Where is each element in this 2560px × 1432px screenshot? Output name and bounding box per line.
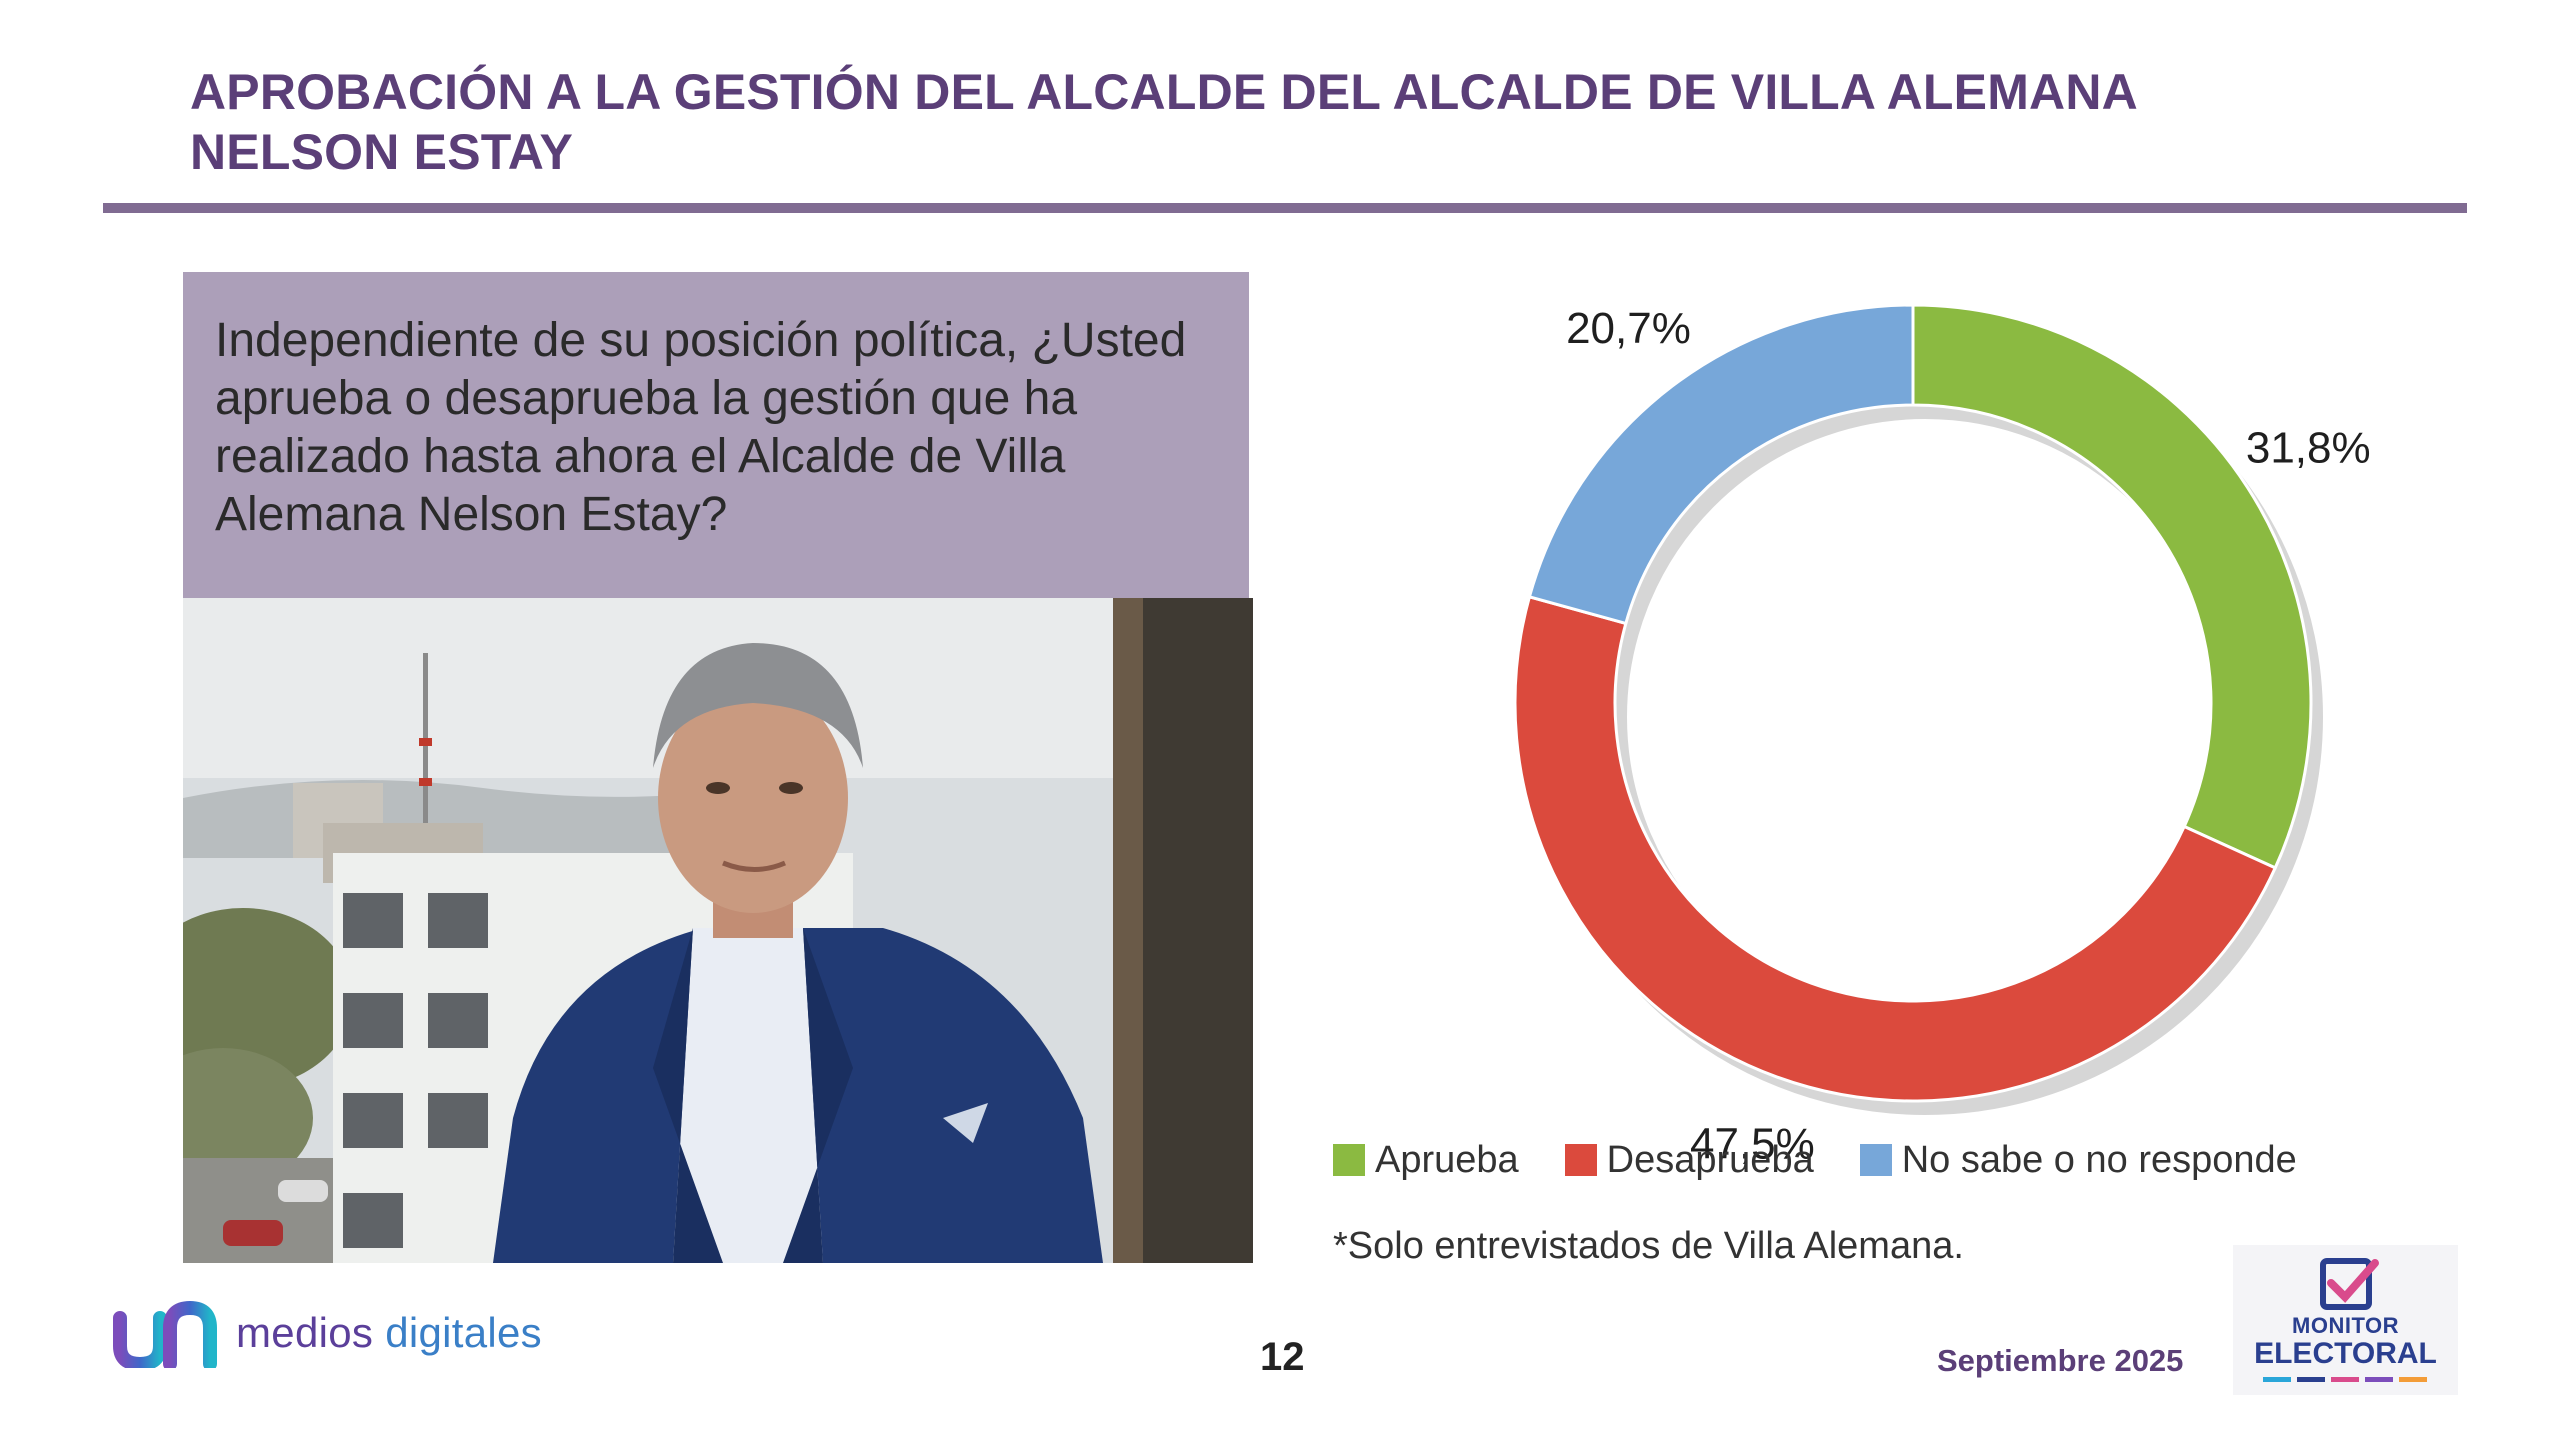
- legend-swatch-no-sabe: [1859, 1144, 1892, 1176]
- question-box: Independiente de su posición política, ¿…: [183, 272, 1249, 598]
- monitor-label: MONITOR: [2292, 1313, 2399, 1338]
- legend-label-no-sabe: No sabe o no responde: [1901, 1138, 2297, 1181]
- legend-item-no-sabe: No sabe o no responde: [1859, 1138, 2297, 1182]
- monitor-color-bars: [2263, 1377, 2427, 1382]
- page-title-line-1: APROBACIÓN A LA GESTIÓN DEL ALCALDE DEL …: [190, 64, 2138, 120]
- donut-slice-desaprueba: [1513, 594, 2278, 1103]
- legend-swatch-desaprueba: [1564, 1144, 1597, 1176]
- page-title: APROBACIÓN A LA GESTIÓN DEL ALCALDE DEL …: [190, 62, 2390, 182]
- question-text: Independiente de su posición política, ¿…: [215, 314, 1187, 541]
- donut-slice-no-sabe-o-no-responde: [1527, 303, 1915, 626]
- legend-item-desaprueba: Desaprueba: [1564, 1138, 1814, 1182]
- donut-shadow: [1527, 319, 2323, 1115]
- donut-slice-aprueba: [1911, 303, 2313, 870]
- legend-item-aprueba: Aprueba: [1333, 1139, 1519, 1182]
- chart-legend: Aprueba Desaprueba No sabe o no responde: [1333, 1135, 2297, 1185]
- legend-swatch-aprueba: [1333, 1144, 1365, 1176]
- page-title-line-2: NELSON ESTAY: [190, 124, 574, 180]
- legend-label-aprueba: Aprueba: [1375, 1138, 1519, 1181]
- medios-digitales-logo-icon: [113, 1300, 217, 1368]
- data-label-aprueba: 31,8%: [2246, 424, 2371, 473]
- monitor-electoral-logo: MONITOR ELECTORAL: [2233, 1245, 2458, 1395]
- portrait-photo-image: [183, 598, 1253, 1263]
- data-label-no-sabe-o-no-responde: 20,7%: [1566, 304, 1691, 353]
- footnote: *Solo entrevistados de Villa Alemana.: [1333, 1225, 1964, 1267]
- legend-label-desaprueba: Desaprueba: [1606, 1138, 1814, 1181]
- medios-digitales-text: medios digitales: [236, 1309, 542, 1356]
- title-divider: [103, 203, 2467, 213]
- ballot-check-icon: [2320, 1258, 2379, 1310]
- page-number: 12: [1260, 1335, 1305, 1379]
- portrait-photo: [183, 598, 1253, 1263]
- report-date: Septiembre 2025: [1937, 1343, 2184, 1378]
- medios-digitales-logo: medios digitales: [112, 1298, 542, 1368]
- electoral-label: ELECTORAL: [2254, 1337, 2437, 1370]
